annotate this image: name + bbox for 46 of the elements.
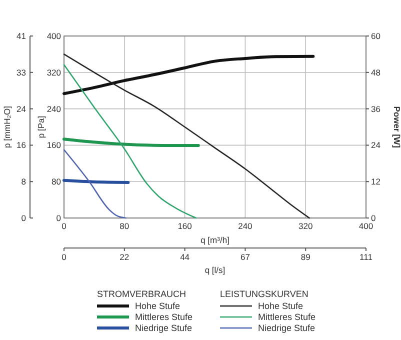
y2-axis-title: Power [W]: [392, 106, 401, 148]
y3-tick-label: 0: [21, 213, 26, 223]
y3-tick-label: 41: [16, 31, 26, 41]
y3-tick-label: 33: [16, 67, 26, 78]
y-tick-label: 80: [52, 176, 62, 187]
y2-tick-label: 12: [371, 176, 381, 187]
y-tick-label: 400: [46, 31, 62, 41]
legend-label: Hohe Stufe: [135, 301, 180, 311]
x-axis-title: q [m³/h]: [200, 235, 230, 245]
line-series: [63, 54, 310, 219]
line-series: [63, 149, 127, 219]
x-tick-label: 320: [298, 221, 313, 231]
x-tick-label: 80: [120, 221, 130, 231]
line-series: [62, 54, 315, 96]
y2-tick-label: 60: [371, 31, 381, 41]
legend-label: Niedrige Stufe: [258, 323, 316, 333]
line-series: [62, 138, 200, 148]
legend-label: Mittleres Stufe: [258, 312, 316, 322]
legend-label: Niedrige Stufe: [135, 323, 192, 333]
x2-tick-label: 89: [300, 252, 311, 262]
y-tick-label: 240: [46, 104, 62, 114]
y3-tick-label: 16: [16, 140, 26, 150]
y2-tick-label: 24: [371, 140, 381, 150]
y-axis-title: p [Pa]: [36, 116, 46, 138]
line-series: [63, 64, 197, 219]
y3-tick-label: 24: [16, 104, 26, 114]
x-tick-label: 160: [178, 221, 192, 231]
text: LEISTUNGSKURVEN: [220, 289, 308, 299]
y3-axis-title: p [mmH₂O]: [2, 106, 12, 148]
legend-label: Hohe Stufe: [258, 301, 304, 311]
x2-tick-label: 22: [120, 252, 130, 262]
y-tick-label: 0: [56, 213, 62, 223]
x2-tick-label: 44: [180, 252, 190, 262]
x2-tick-label: 111: [360, 252, 373, 262]
x-tick-label: 240: [238, 221, 253, 231]
text: STROMVERBRAUCH: [97, 289, 186, 299]
y2-tick-label: 36: [371, 104, 381, 114]
x2-tick-label: 67: [240, 252, 250, 262]
x2-axis-title: q [l/s]: [204, 265, 226, 275]
y-tick-label: 160: [46, 140, 62, 150]
y2-tick-label: 0: [371, 213, 376, 223]
x-tick-label: 400: [358, 221, 374, 231]
y-tick-label: 320: [46, 67, 62, 78]
legend-label: Mittleres Stufe: [135, 312, 193, 322]
y3-tick-label: 8: [21, 176, 26, 187]
y2-tick-label: 48: [371, 67, 381, 78]
